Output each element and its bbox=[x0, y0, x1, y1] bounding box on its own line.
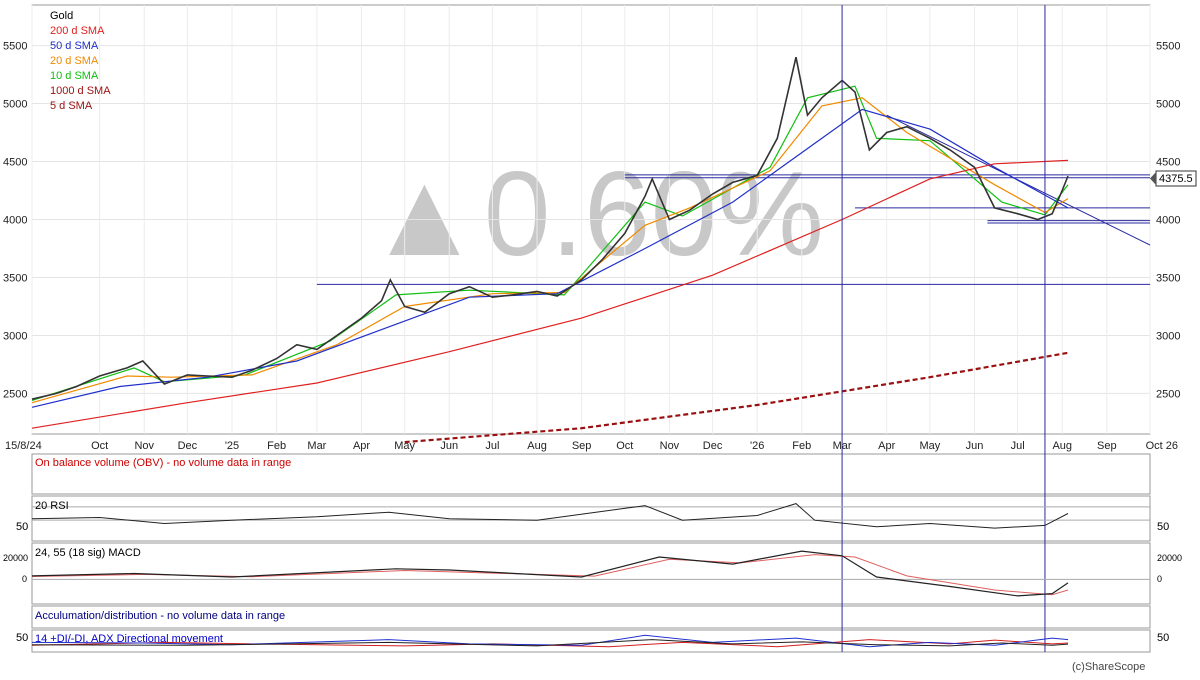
x-tick-25: Oct 26 bbox=[1146, 440, 1178, 452]
panel-frame-1 bbox=[31, 453, 1151, 495]
macd-right-tick-top: 20000 bbox=[1157, 553, 1182, 563]
rsi-right-tick: 50 bbox=[1157, 521, 1169, 533]
x-tick-6: Mar bbox=[307, 440, 326, 452]
price-grid bbox=[31, 5, 1151, 434]
last-price-tag: 4375.5 bbox=[1150, 170, 1197, 187]
x-tick-7: Apr bbox=[353, 440, 370, 452]
rsi-label: 20 RSI bbox=[35, 500, 69, 512]
x-tick-19: Apr bbox=[878, 440, 895, 452]
vertical-markers bbox=[841, 5, 1046, 652]
x-tick-0: 15/8/24 bbox=[5, 440, 42, 452]
panel-frame-4 bbox=[31, 605, 1151, 629]
y-tick-right-3500: 3500 bbox=[1156, 272, 1180, 284]
x-tick-13: Oct bbox=[616, 440, 633, 452]
series-gold bbox=[31, 57, 1069, 400]
y-tick-right-2500: 2500 bbox=[1156, 388, 1180, 400]
panel-frame-3 bbox=[31, 542, 1151, 605]
axes-labels: 2500 2500 3000 3000 3500 3500 4000 4000 4500 4500… bbox=[3, 41, 1180, 452]
y-tick-left-2500: 2500 bbox=[3, 388, 27, 400]
ad-label: Acculumation/distribution - no volume da… bbox=[35, 610, 285, 622]
x-tick-22: Jul bbox=[1011, 440, 1025, 452]
legend-item-20d: 20 d SMA bbox=[50, 55, 99, 67]
rsi-line bbox=[31, 503, 1069, 529]
last-price-label: 4375.5 bbox=[1159, 173, 1193, 185]
y-tick-right-5500: 5500 bbox=[1156, 41, 1180, 53]
x-tick-4: '25 bbox=[225, 440, 239, 452]
y-tick-left-5000: 5000 bbox=[3, 99, 27, 111]
x-tick-24: Sep bbox=[1097, 440, 1117, 452]
macd-label: 24, 55 (18 sig) MACD bbox=[35, 547, 141, 559]
x-tick-11: Aug bbox=[527, 440, 547, 452]
macd-signal-line bbox=[31, 554, 1069, 596]
x-tick-1: Oct bbox=[91, 440, 108, 452]
macd-left-tick-top: 20000 bbox=[3, 553, 28, 563]
x-tick-20: May bbox=[919, 440, 940, 452]
x-tick-21: Jun bbox=[966, 440, 984, 452]
indicator-panels bbox=[31, 503, 1150, 648]
x-tick-15: Dec bbox=[703, 440, 723, 452]
legend-item-50d: 50 d SMA bbox=[50, 40, 99, 52]
percent-overlay: ▲0.60% bbox=[365, 147, 824, 281]
legend-title: Gold bbox=[50, 10, 73, 22]
x-tick-17: Feb bbox=[792, 440, 811, 452]
dmi-left-tick: 50 bbox=[16, 632, 28, 644]
legend: Gold 200 d SMA 50 d SMA 20 d SMA 10 d SM… bbox=[50, 10, 111, 112]
y-tick-right-3000: 3000 bbox=[1156, 330, 1180, 342]
obv-label: On balance volume (OBV) - no volume data… bbox=[35, 457, 291, 469]
x-tick-9: Jun bbox=[440, 440, 458, 452]
x-tick-3: Dec bbox=[178, 440, 198, 452]
panel-frame-5 bbox=[31, 629, 1151, 653]
macd-left-tick-zero: 0 bbox=[22, 574, 27, 584]
x-tick-8: May bbox=[394, 440, 415, 452]
x-tick-23: Aug bbox=[1052, 440, 1072, 452]
adx-line bbox=[31, 639, 1069, 647]
panel-frames bbox=[31, 4, 1151, 653]
y-tick-right-4000: 4000 bbox=[1156, 215, 1180, 227]
dmi-label: 14 +DI/-DI, ADX Directional movement bbox=[35, 633, 223, 645]
x-tick-5: Feb bbox=[267, 440, 286, 452]
x-tick-10: Jul bbox=[485, 440, 499, 452]
legend-item-200d: 200 d SMA bbox=[50, 25, 105, 37]
y-tick-right-5000: 5000 bbox=[1156, 99, 1180, 111]
y-tick-left-3000: 3000 bbox=[3, 330, 27, 342]
rsi-left-tick: 50 bbox=[16, 521, 28, 533]
x-tick-18: Mar bbox=[833, 440, 852, 452]
legend-item-10d: 10 d SMA bbox=[50, 70, 99, 82]
x-tick-2: Nov bbox=[134, 440, 154, 452]
y-tick-right-4500: 4500 bbox=[1156, 157, 1180, 169]
x-tick-14: Nov bbox=[660, 440, 680, 452]
y-tick-left-4000: 4000 bbox=[3, 215, 27, 227]
series-50-d-sma bbox=[31, 108, 1069, 408]
series-1000-d-sma bbox=[404, 351, 1069, 444]
panel-frame-2 bbox=[31, 495, 1151, 542]
x-tick-16: '26 bbox=[750, 440, 764, 452]
macd-line bbox=[31, 550, 1069, 597]
dmi-right-tick: 50 bbox=[1157, 632, 1169, 644]
x-tick-12: Sep bbox=[572, 440, 592, 452]
legend-item-5d: 5 d SMA bbox=[50, 100, 93, 112]
series-20-d-sma bbox=[31, 97, 1069, 404]
copyright-watermark: (c)ShareScope bbox=[1072, 661, 1145, 673]
price-series bbox=[31, 57, 1069, 444]
y-tick-left-5500: 5500 bbox=[3, 41, 27, 53]
legend-item-1000d: 1000 d SMA bbox=[50, 85, 111, 97]
y-tick-left-4500: 4500 bbox=[3, 157, 27, 169]
macd-right-tick-zero: 0 bbox=[1157, 574, 1162, 584]
y-tick-left-3500: 3500 bbox=[3, 272, 27, 284]
series-200-d-sma bbox=[31, 159, 1069, 429]
